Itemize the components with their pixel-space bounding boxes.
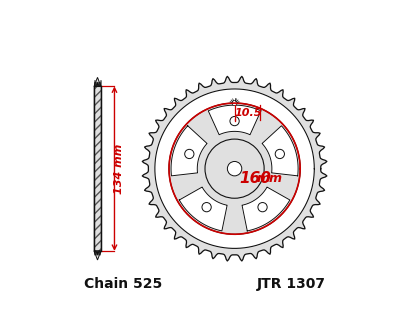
Polygon shape <box>94 77 101 87</box>
Polygon shape <box>242 187 290 231</box>
Polygon shape <box>142 76 327 261</box>
Polygon shape <box>169 103 300 234</box>
Polygon shape <box>262 126 298 176</box>
Polygon shape <box>179 187 227 231</box>
Circle shape <box>227 161 242 176</box>
Circle shape <box>205 139 264 198</box>
Polygon shape <box>208 105 261 135</box>
Polygon shape <box>155 89 314 248</box>
Bar <box>94 87 101 251</box>
Text: mm: mm <box>256 172 282 185</box>
Circle shape <box>230 117 239 126</box>
Text: 134 mm: 134 mm <box>114 144 124 194</box>
Text: 10.5: 10.5 <box>235 108 262 118</box>
Text: Chain 525: Chain 525 <box>84 278 162 291</box>
Text: JTR 1307: JTR 1307 <box>257 278 326 291</box>
Circle shape <box>275 149 284 159</box>
Polygon shape <box>94 251 101 260</box>
Circle shape <box>258 202 267 212</box>
Circle shape <box>185 149 194 159</box>
Polygon shape <box>171 126 207 176</box>
Text: 160: 160 <box>240 171 272 186</box>
Circle shape <box>232 101 237 106</box>
Circle shape <box>202 202 211 212</box>
